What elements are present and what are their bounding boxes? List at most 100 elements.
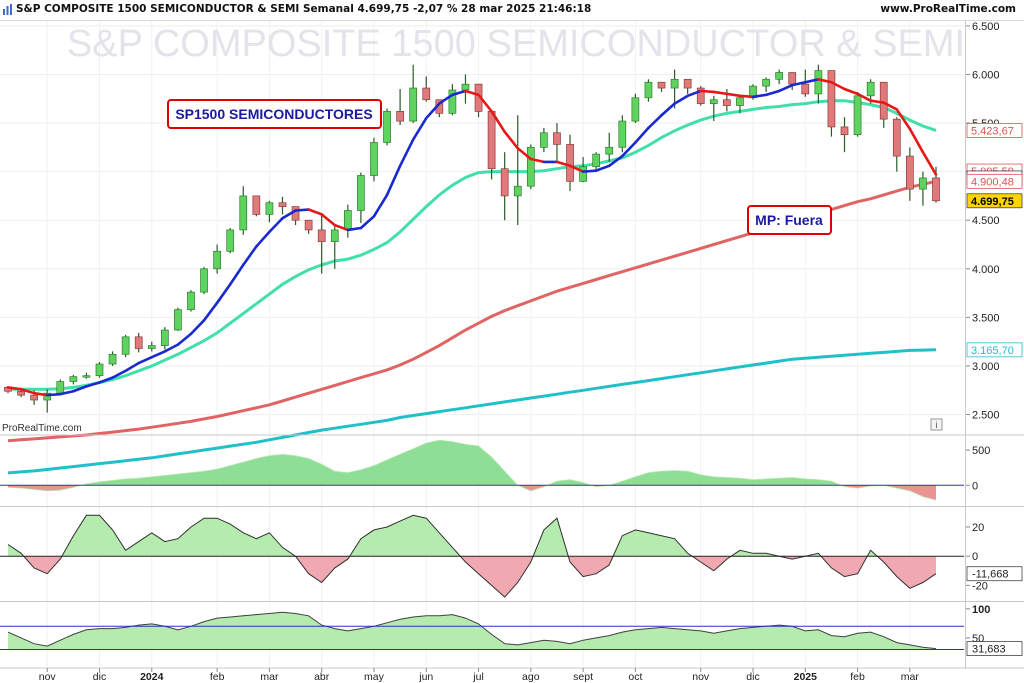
chart-icon (3, 4, 12, 15)
time-tick-label: ago (522, 671, 540, 683)
candle (696, 86, 705, 106)
candle (357, 172, 365, 224)
info-icon[interactable]: i (930, 418, 943, 431)
candle (827, 70, 836, 137)
candle (631, 93, 640, 124)
candle (409, 64, 418, 124)
moving-average-xlong (7, 348, 937, 475)
candle (618, 115, 627, 153)
candle (147, 341, 156, 352)
candle (226, 227, 235, 254)
candle (526, 144, 535, 190)
indicator-tick-label: 500 (972, 445, 990, 457)
candle (762, 77, 770, 92)
annotation-signal: MP: Fuera (747, 205, 832, 235)
candle (540, 127, 548, 153)
candle (69, 374, 78, 385)
candle (736, 95, 744, 114)
candle (43, 389, 52, 413)
panel-frames (0, 21, 1024, 669)
price-value-label: 3.165,70 (971, 345, 1014, 357)
positive-area (8, 515, 936, 557)
chart-header: S&P COMPOSITE 1500 SEMICONDUCTOR & SEMI … (0, 0, 1024, 21)
time-tick-label: may (364, 671, 385, 683)
candle (108, 351, 117, 366)
candle (840, 117, 849, 153)
candle (553, 123, 561, 162)
chart-title: S&P COMPOSITE 1500 SEMICONDUCTOR & SEMI … (16, 3, 592, 15)
candle (513, 115, 522, 226)
candle (448, 84, 457, 116)
candle (853, 91, 862, 137)
chart-watermark: S&P COMPOSITE 1500 SEMICONDUCTOR & SEMI (67, 23, 965, 65)
candle (775, 69, 784, 85)
time-tick-label: sept (573, 671, 593, 683)
time-tick-label: dic (746, 671, 759, 683)
price-tick-label: 4.500 (972, 215, 1000, 227)
candle (892, 117, 901, 172)
moving-average-short (6, 78, 938, 397)
candlesticks (4, 64, 940, 413)
candle (644, 79, 653, 102)
time-axis: nov dic 2024 feb mar abr may jun jul ago sept oct no… (39, 668, 919, 683)
candle (879, 81, 888, 128)
indicator-tick-label: 0 (972, 480, 978, 492)
time-tick-label: oct (628, 671, 642, 683)
price-labels: 5.423,675.005,594.935,124.900,484.699,75… (966, 123, 1023, 358)
candle (396, 89, 404, 125)
candle (683, 78, 692, 94)
candle (461, 74, 470, 104)
time-tick-label: mar (260, 671, 279, 683)
candle (304, 219, 313, 234)
candle (500, 152, 509, 221)
time-tick-label: jun (418, 671, 433, 683)
indicator-value-label: 31,683 (972, 644, 1006, 656)
annotation-title-text: SP1500 SEMICONDUCTORES (175, 106, 372, 122)
candle (187, 290, 195, 312)
candle (252, 195, 261, 217)
indicator-value-label: -11,668 (972, 569, 1009, 581)
candle (579, 157, 587, 183)
price-tick-label: 6.000 (972, 69, 1000, 81)
positive-area (8, 612, 936, 650)
time-tick-label: abr (314, 671, 330, 683)
candle (134, 332, 143, 353)
candle (95, 362, 104, 378)
price-tick-label: 6.500 (972, 21, 1000, 33)
candle (657, 81, 666, 92)
candle (709, 95, 718, 122)
candle (200, 266, 208, 295)
candle (265, 200, 274, 223)
candle (370, 137, 378, 182)
candle (278, 196, 287, 215)
candle (82, 372, 91, 379)
time-tick-label: nov (39, 671, 57, 683)
indicator-tick-label: 100 (972, 604, 990, 616)
moving-average-mid (8, 99, 937, 391)
time-tick-label: jul (472, 671, 484, 683)
candle (670, 69, 679, 109)
candle (343, 204, 352, 238)
macd-panel (0, 439, 964, 501)
price-axis: 6.5006.0005.5005.0004.5004.0003.5003.000… (966, 21, 1023, 656)
time-tick-label: dic (93, 671, 106, 683)
indicator-tick-label: 20 (972, 522, 984, 534)
price-tick-label: 3.500 (972, 312, 1000, 324)
price-value-label: 4.699,75 (971, 196, 1014, 208)
site-link[interactable]: www.ProRealTime.com (880, 3, 1016, 15)
candle (383, 108, 391, 146)
candle (213, 244, 221, 274)
candle (487, 111, 496, 180)
time-tick-label: 2025 (794, 671, 818, 683)
candle (906, 147, 914, 201)
price-tick-label: 3.000 (972, 361, 1000, 373)
time-tick-label: 2024 (140, 671, 164, 683)
candle (919, 171, 927, 206)
annotation-title: SP1500 SEMICONDUCTORES (167, 99, 382, 129)
candle (422, 76, 431, 102)
price-value-label: 4.900,48 (971, 176, 1014, 188)
credit-label: ProRealTime.com (2, 423, 82, 434)
candle (330, 225, 339, 269)
price-value-label: 5.423,67 (971, 125, 1014, 137)
